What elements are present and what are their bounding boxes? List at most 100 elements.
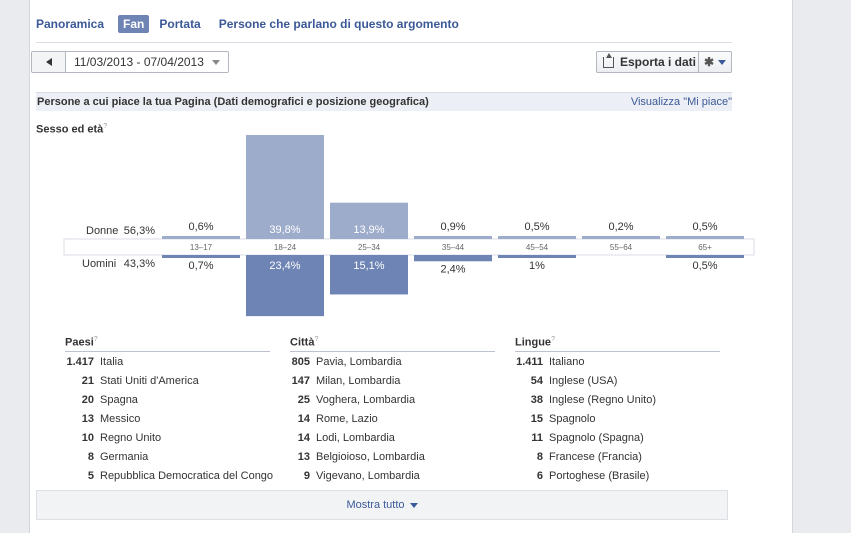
list-item: 13 Messico bbox=[65, 413, 141, 425]
list-item: 15 Spagnolo bbox=[515, 413, 596, 425]
list-item: 54 Inglese (USA) bbox=[515, 375, 618, 387]
list-item: 1.411 Italiano bbox=[515, 356, 584, 368]
tab-overview[interactable]: Panoramica bbox=[36, 17, 105, 31]
list-item: 25 Voghera, Lombardia bbox=[290, 394, 415, 406]
list-item-label: Milan, Lombardia bbox=[316, 375, 401, 387]
languages-title-text: Lingue bbox=[515, 336, 552, 349]
help-icon[interactable]: ? bbox=[93, 336, 98, 343]
cities-title: Città? bbox=[290, 336, 318, 349]
help-icon[interactable]: ? bbox=[103, 123, 108, 130]
list-item-count: 38 bbox=[530, 394, 543, 406]
languages-title: Lingue? bbox=[515, 336, 555, 349]
list-item-count: 15 bbox=[530, 413, 543, 425]
list-item-label: Francese (Francia) bbox=[549, 451, 642, 463]
list-item-label: Portoghese (Brasile) bbox=[549, 470, 650, 482]
list-item-count: 13 bbox=[81, 413, 94, 425]
list-item-label: Lodi, Lombardia bbox=[316, 432, 395, 444]
export-label: Esporta i dati bbox=[620, 55, 697, 69]
divider bbox=[515, 351, 720, 352]
section-title: Persone a cui piace la tua Pagina (Dati … bbox=[37, 96, 429, 108]
divider bbox=[290, 351, 495, 352]
list-item-count: 8 bbox=[87, 451, 94, 463]
list-item: 38 Inglese (Regno Unito) bbox=[515, 394, 656, 406]
list-item: 147 Milan, Lombardia bbox=[290, 375, 401, 387]
list-item-label: Italiano bbox=[549, 356, 585, 368]
list-item-label: Inglese (USA) bbox=[549, 375, 618, 387]
help-icon[interactable]: ? bbox=[314, 336, 319, 343]
section-header: Persone a cui piace la tua Pagina (Dati … bbox=[36, 92, 732, 111]
tab-reach[interactable]: Portata bbox=[159, 17, 201, 31]
list-item-label: Pavia, Lombardia bbox=[316, 356, 402, 368]
list-item-count: 13 bbox=[297, 451, 310, 463]
export-icon bbox=[603, 52, 614, 68]
gear-icon: ✱ bbox=[703, 55, 715, 69]
list-item: 11 Spagnolo (Spagna) bbox=[515, 432, 644, 444]
content-panel bbox=[29, 0, 793, 533]
list-item: 805 Pavia, Lombardia bbox=[290, 356, 402, 368]
list-item: 21 Stati Uniti d'America bbox=[65, 375, 199, 387]
tab-bar: Panoramica Fan Portata Persone che parla… bbox=[36, 15, 473, 33]
list-item-count: 14 bbox=[297, 413, 310, 425]
list-item-count: 20 bbox=[81, 394, 94, 406]
gender-age-title: Sesso ed età? bbox=[36, 123, 107, 136]
date-range-picker: 11/03/2013 - 07/04/2013 bbox=[31, 51, 229, 73]
show-all-button[interactable]: Mostra tutto bbox=[36, 490, 728, 520]
list-item-count: 1.411 bbox=[516, 356, 543, 368]
list-item: 5 Repubblica Democratica del Congo bbox=[65, 470, 273, 482]
divider bbox=[65, 351, 270, 352]
view-likes-link[interactable]: Visualizza "Mi piace" bbox=[630, 96, 732, 108]
countries-title-text: Paesi bbox=[65, 336, 94, 349]
list-item-count: 14 bbox=[297, 432, 310, 444]
list-item-count: 147 bbox=[291, 375, 310, 387]
list-item-count: 21 bbox=[81, 375, 94, 387]
list-item-count: 5 bbox=[87, 470, 94, 482]
list-item: 13 Belgioioso, Lombardia bbox=[290, 451, 425, 463]
list-item-label: Belgioioso, Lombardia bbox=[316, 451, 425, 463]
tab-fans[interactable]: Fan bbox=[118, 15, 150, 33]
list-item-count: 9 bbox=[303, 470, 310, 482]
gender-age-title-text: Sesso ed età bbox=[36, 123, 104, 136]
list-item-count: 6 bbox=[536, 470, 543, 482]
list-item: 14 Rome, Lazio bbox=[290, 413, 378, 425]
countries-title: Paesi? bbox=[65, 336, 98, 349]
list-item-label: Messico bbox=[100, 413, 141, 425]
settings-menu-button[interactable]: ✱ bbox=[698, 51, 732, 73]
chevron-left-icon bbox=[45, 58, 52, 66]
list-item-label: Vigevano, Lombardia bbox=[316, 470, 420, 482]
list-item: 1.417 Italia bbox=[65, 356, 123, 368]
list-item: 8 Francese (Francia) bbox=[515, 451, 642, 463]
list-item-label: Spagnolo bbox=[549, 413, 596, 425]
help-icon[interactable]: ? bbox=[551, 336, 555, 343]
show-all-label: Mostra tutto bbox=[346, 499, 405, 511]
list-item: 20 Spagna bbox=[65, 394, 138, 406]
list-item-label: Italia bbox=[100, 356, 124, 368]
list-item-count: 805 bbox=[291, 356, 310, 368]
tab-talking-about[interactable]: Persone che parlano di questo argomento bbox=[218, 17, 459, 31]
date-range-value: 11/03/2013 - 07/04/2013 bbox=[74, 55, 204, 69]
list-item-label: Stati Uniti d'America bbox=[100, 375, 199, 387]
chevron-down-icon bbox=[409, 502, 418, 508]
list-item-label: Spagna bbox=[100, 394, 138, 406]
previous-period-button[interactable] bbox=[32, 52, 66, 72]
export-data-button[interactable]: Esporta i dati bbox=[596, 51, 704, 73]
cities-title-text: Città bbox=[290, 336, 315, 349]
list-item-count: 1.417 bbox=[66, 356, 94, 368]
list-item: 8 Germania bbox=[65, 451, 148, 463]
list-item: 6 Portoghese (Brasile) bbox=[515, 470, 649, 482]
list-item-label: Repubblica Democratica del Congo bbox=[100, 470, 274, 482]
chevron-down-icon bbox=[718, 59, 727, 65]
list-item: 10 Regno Unito bbox=[65, 432, 161, 444]
list-item-label: Germania bbox=[100, 451, 149, 463]
chevron-down-icon bbox=[211, 59, 220, 65]
list-item-label: Rome, Lazio bbox=[316, 413, 378, 425]
date-range-select[interactable]: 11/03/2013 - 07/04/2013 bbox=[66, 52, 228, 72]
list-item-label: Inglese (Regno Unito) bbox=[549, 394, 657, 406]
list-item-label: Voghera, Lombardia bbox=[316, 394, 416, 406]
list-item: 14 Lodi, Lombardia bbox=[290, 432, 395, 444]
list-item: 9 Vigevano, Lombardia bbox=[290, 470, 420, 482]
divider bbox=[36, 42, 732, 43]
list-item-count: 25 bbox=[297, 394, 310, 406]
list-item-count: 11 bbox=[531, 432, 543, 444]
list-item-count: 8 bbox=[536, 451, 543, 463]
list-item-label: Spagnolo (Spagna) bbox=[549, 432, 644, 444]
